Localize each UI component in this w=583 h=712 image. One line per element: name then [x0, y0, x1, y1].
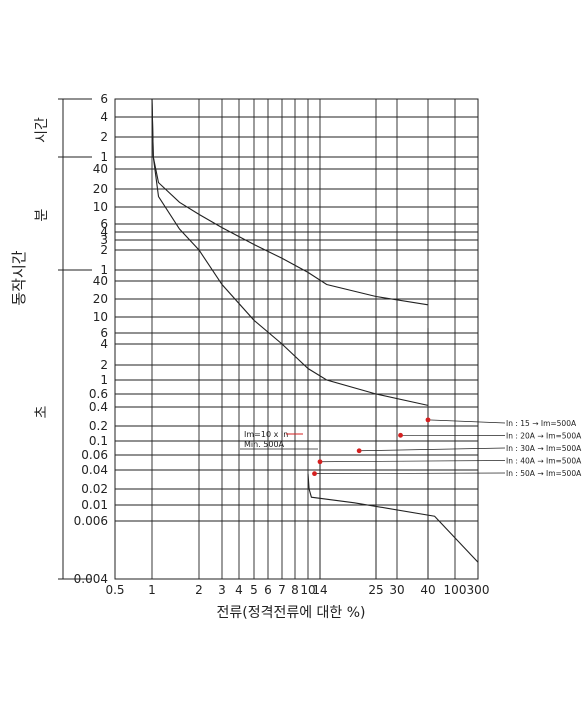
- annotation-line2: Min. 500A: [244, 440, 285, 449]
- y-group-label-minutes: 분: [34, 208, 50, 221]
- curves: [152, 99, 478, 562]
- x-tick-label: 2: [195, 583, 203, 597]
- y-tick-label: 4: [100, 337, 108, 351]
- y-axis-title: 동작시간: [10, 250, 28, 305]
- y-tick-label: 10: [93, 310, 108, 324]
- y-tick-label: 20: [93, 292, 108, 306]
- x-tick-label: 40: [420, 583, 435, 597]
- marker-label: In : 50A → Im=500A: [506, 469, 582, 478]
- y-group-label-hours: 시간: [34, 117, 50, 143]
- x-tick-label: 14: [312, 583, 327, 597]
- marker-leader: [359, 448, 505, 451]
- y-tick-label: 0.1: [89, 434, 108, 448]
- x-tick-label: 6: [264, 583, 272, 597]
- y-tick-label: 4: [100, 110, 108, 124]
- y-tick-label: 0.04: [81, 463, 108, 477]
- x-tick-label: 8: [291, 583, 299, 597]
- marker-leader: [315, 473, 505, 474]
- x-axis-title: 전류(정격전류에 대한 %): [216, 605, 365, 621]
- y-tick-label: 6: [100, 92, 108, 106]
- rating-marker: [357, 448, 362, 453]
- y-tick-label: 40: [93, 162, 108, 176]
- x-tick-label: 300: [467, 583, 490, 597]
- plot-frame: [115, 99, 478, 579]
- rating-marker: [312, 471, 317, 476]
- y-tick-label: 2: [100, 243, 108, 257]
- trip-curve-0: [152, 99, 428, 305]
- y-tick-label: 0.06: [81, 448, 108, 462]
- y-tick-label: 10: [93, 200, 108, 214]
- annotation-line1: Im=10 x In: [244, 430, 288, 439]
- x-tick-label: 3: [218, 583, 226, 597]
- trip-curve-1: [152, 99, 428, 405]
- marker-label: In : 30A → Im=500A: [506, 444, 582, 453]
- y-tick-label: 0.01: [81, 498, 108, 512]
- vertical-lines: [320, 299, 428, 579]
- rating-marker: [318, 459, 323, 464]
- y-tick-label: 40: [93, 274, 108, 288]
- marker-label: In : 15 → Im=500A: [506, 419, 577, 428]
- y-tick-label: 0.2: [89, 419, 108, 433]
- x-tick-label: 5: [250, 583, 258, 597]
- x-tick-label: 0.5: [105, 583, 124, 597]
- y-tick-label: 0.4: [89, 400, 108, 414]
- x-tick-label: 100: [444, 583, 467, 597]
- y-tick-label: 2: [100, 358, 108, 372]
- instantaneous-annotation: Im=10 x In Min. 500A: [240, 430, 318, 449]
- y-tick-labels: 64214020106432140201064210.60.40.20.10.0…: [74, 92, 108, 586]
- y-tick-label: 20: [93, 182, 108, 196]
- marker-label: In : 40A → Im=500A: [506, 457, 582, 466]
- x-tick-label: 4: [235, 583, 243, 597]
- marker-leader: [320, 461, 505, 462]
- y-group-label-seconds: 초: [34, 405, 50, 418]
- x-tick-label: 7: [278, 583, 286, 597]
- y-tick-label: 0.02: [81, 482, 108, 496]
- x-tick-label: 25: [368, 583, 383, 597]
- x-tick-label: 1: [148, 583, 156, 597]
- marker-label: In : 20A → Im=500A: [506, 432, 582, 441]
- y-tick-label: 0.006: [74, 514, 108, 528]
- trip-curve-2: [308, 474, 478, 563]
- y-tick-label: 1: [100, 373, 108, 387]
- x-tick-label: 30: [389, 583, 404, 597]
- grid: [115, 99, 478, 579]
- y-tick-label: 0.6: [89, 387, 108, 401]
- rating-marker: [398, 433, 403, 438]
- y-tick-label: 2: [100, 130, 108, 144]
- markers: In : 15 → Im=500A In : 20A → Im=500A In : …: [312, 417, 582, 478]
- rating-marker: [426, 417, 431, 422]
- marker-leader: [428, 420, 505, 423]
